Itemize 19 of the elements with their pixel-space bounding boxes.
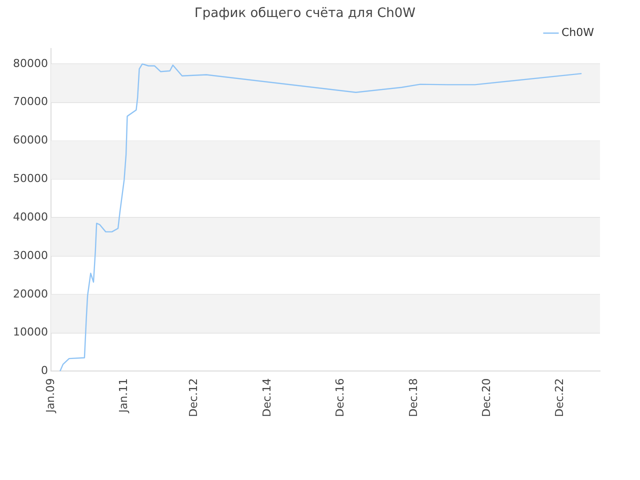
y-tick-label: 10000	[12, 326, 48, 339]
y-tick-label: 80000	[12, 56, 48, 70]
y-tick-label: 40000	[12, 210, 48, 224]
y-tick-label: 20000	[12, 287, 48, 300]
y-tick-label: 60000	[12, 134, 48, 147]
legend-label: Ch0W	[561, 26, 594, 39]
x-tick-label: Dec.22	[553, 378, 566, 417]
x-tick-label: Dec.12	[187, 378, 200, 417]
x-tick-label: Dec.18	[406, 378, 420, 417]
x-tick-label: Dec.20	[480, 378, 494, 417]
chart-title: График общего счёта для Ch0W	[194, 6, 416, 22]
y-tick-label: 50000	[12, 172, 48, 186]
y-tick-label: 70000	[12, 95, 48, 108]
x-tick-label: Jan.09	[44, 378, 57, 414]
x-tick-label: Dec.16	[334, 378, 347, 417]
y-tick-label: 0	[40, 364, 48, 378]
x-tick-label: Dec.14	[260, 378, 274, 417]
y-tick-label: 30000	[12, 248, 48, 262]
x-tick-label: Jan.11	[117, 378, 130, 414]
